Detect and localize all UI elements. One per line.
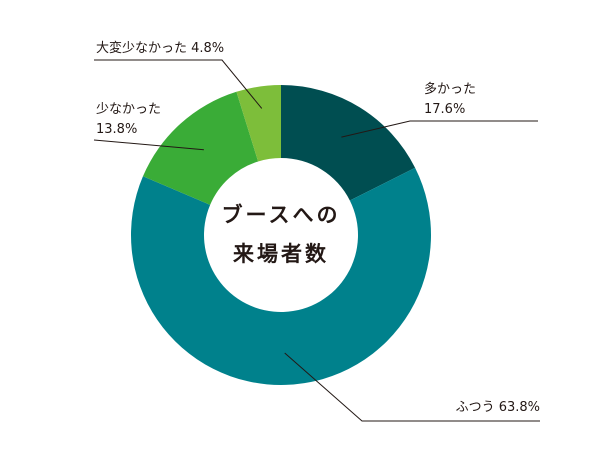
donut-slice <box>142 91 259 205</box>
slice-value-label: 13.8% <box>96 122 137 137</box>
slice-name-label: 少なかった <box>96 102 161 117</box>
donut-slice <box>236 85 281 162</box>
slice-name-label: 多かった <box>424 81 476 97</box>
donut-slice <box>130 167 432 386</box>
slice-label: ふつう 63.8% <box>456 400 540 415</box>
center-label-line-1: ブースへの <box>222 203 341 227</box>
leader-line <box>93 139 204 151</box>
leader-line <box>94 59 263 109</box>
donut-slice <box>281 85 416 201</box>
leader-line <box>341 120 538 138</box>
slice-label: 大変少なかった 4.8% <box>96 40 224 56</box>
slice-value-label: 17.6% <box>424 102 465 117</box>
center-label-line-2: 来場者数 <box>233 242 329 266</box>
leader-line <box>284 352 540 422</box>
